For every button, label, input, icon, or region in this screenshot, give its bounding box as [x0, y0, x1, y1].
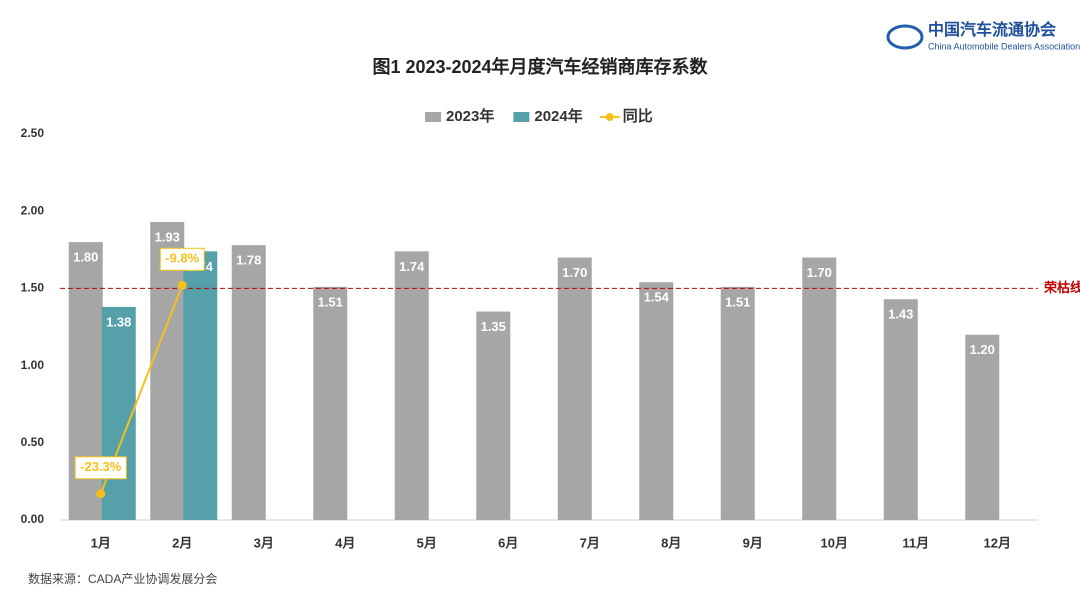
line-marker: [177, 280, 187, 290]
legend-label: 2024年: [534, 107, 582, 125]
bar-value-label: 1.51: [725, 294, 750, 309]
x-tick-label: 6月: [498, 535, 518, 550]
line-marker: [96, 489, 106, 499]
legend-swatch: [425, 112, 441, 122]
x-tick-label: 10月: [821, 535, 848, 550]
bar: [965, 334, 1000, 520]
y-tick-label: 1.00: [21, 358, 45, 372]
chart-title: 图1 2023-2024年月度汽车经销商库存系数: [372, 56, 708, 77]
bar-value-label: 1.74: [399, 259, 425, 274]
line-value-label: -9.8%: [165, 251, 199, 266]
source: 数据来源：CADA产业协调发展分会: [28, 571, 217, 586]
bar-value-label: 1.43: [888, 307, 913, 322]
x-tick-label: 12月: [984, 535, 1011, 550]
bar: [639, 282, 674, 520]
x-tick-label: 3月: [254, 535, 274, 550]
x-tick-label: 8月: [661, 535, 681, 550]
x-tick-label: 7月: [580, 535, 600, 550]
x-tick-label: 1月: [91, 535, 111, 550]
bar: [720, 286, 755, 520]
reference-label: 荣枯线: [1043, 280, 1080, 295]
x-tick-label: 4月: [335, 535, 355, 550]
logo-name: 中国汽车流通协会: [928, 20, 1056, 39]
x-tick-label: 11月: [902, 535, 929, 550]
line-label-box: [159, 247, 205, 271]
bar: [802, 257, 837, 520]
bar: [557, 257, 592, 520]
bar: [231, 245, 266, 520]
legend-label: 同比: [623, 107, 653, 125]
bar-value-label: 1.70: [807, 265, 832, 280]
bar-value-label: 1.54: [644, 290, 670, 305]
y-tick-label: 0.50: [21, 435, 45, 449]
bar-value-label: 1.38: [106, 314, 131, 329]
bar: [150, 222, 185, 520]
x-tick-label: 2月: [172, 535, 192, 550]
legend-label: 2023年: [446, 107, 494, 125]
x-tick-label: 5月: [417, 535, 437, 550]
line-label-box: [74, 456, 127, 480]
bar: [476, 311, 511, 520]
bar: [101, 306, 136, 520]
legend-marker: [605, 113, 614, 121]
bar-value-label: 1.35: [481, 319, 506, 334]
y-tick-label: 2.00: [21, 203, 45, 217]
bar-value-label: 1.20: [970, 342, 995, 357]
y-tick-label: 2.50: [21, 126, 45, 140]
bar-value-label: 1.78: [236, 253, 261, 268]
x-tick-label: 9月: [743, 535, 763, 550]
logo-subtitle: China Automobile Dealers Association: [928, 41, 1080, 51]
legend-swatch: [513, 112, 530, 122]
logo-icon: [886, 24, 924, 50]
bar-value-label: 1.80: [73, 250, 98, 265]
bar: [313, 286, 348, 520]
bar: [883, 299, 918, 520]
bar-value-label: 1.51: [318, 294, 343, 309]
bar-value-label: 1.70: [562, 265, 587, 280]
bar-value-label: 1.93: [155, 229, 180, 244]
bar: [394, 251, 429, 520]
y-tick-label: 1.50: [21, 281, 45, 295]
bar: [183, 251, 218, 520]
y-tick-label: 0.00: [21, 512, 45, 526]
line-value-label: -23.3%: [80, 459, 122, 474]
